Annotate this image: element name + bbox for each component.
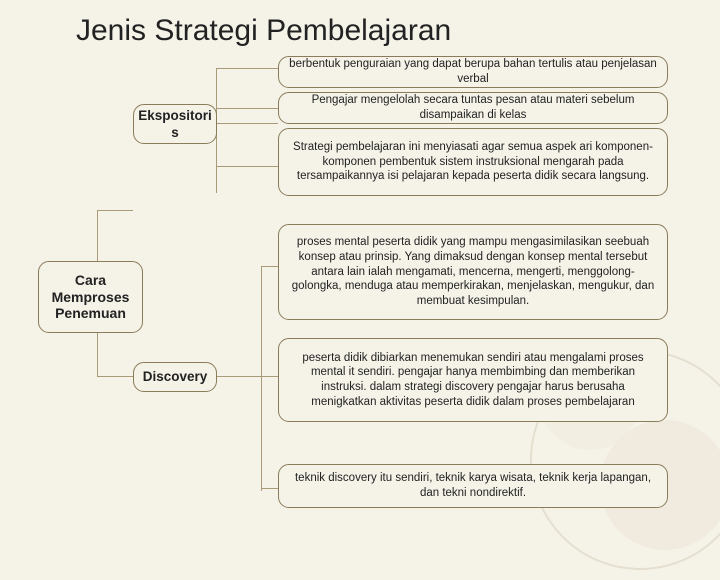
detail-6: teknik discovery itu sendiri, teknik kar… bbox=[278, 464, 668, 508]
ekspositoris-node: Ekspositori s bbox=[133, 104, 217, 144]
connector bbox=[97, 332, 98, 377]
connector bbox=[261, 266, 262, 491]
discovery-node: Discovery bbox=[133, 362, 217, 392]
connector bbox=[216, 123, 278, 124]
detail-1: berbentuk penguraian yang dapat berupa b… bbox=[278, 56, 668, 88]
detail-4: proses mental peserta didik yang mampu m… bbox=[278, 224, 668, 320]
connector bbox=[216, 376, 261, 377]
cara-memproses-node: Cara Memproses Penemuan bbox=[38, 261, 143, 333]
diagram-canvas: Ekspositori s Cara Memproses Penemuan Di… bbox=[0, 56, 720, 526]
detail-2: Pengajar mengelolah secara tuntas pesan … bbox=[278, 92, 668, 124]
page-title: Jenis Strategi Pembelajaran bbox=[0, 0, 720, 56]
connector bbox=[97, 210, 133, 211]
connector bbox=[261, 376, 278, 377]
connector bbox=[216, 166, 278, 167]
detail-3: Strategi pembelajaran ini menyiasati aga… bbox=[278, 128, 668, 196]
detail-5: peserta didik dibiarkan menemukan sendir… bbox=[278, 338, 668, 422]
connector bbox=[97, 376, 133, 377]
connector bbox=[261, 488, 278, 489]
connector bbox=[216, 108, 278, 109]
connector bbox=[216, 68, 278, 69]
connector bbox=[261, 266, 278, 267]
